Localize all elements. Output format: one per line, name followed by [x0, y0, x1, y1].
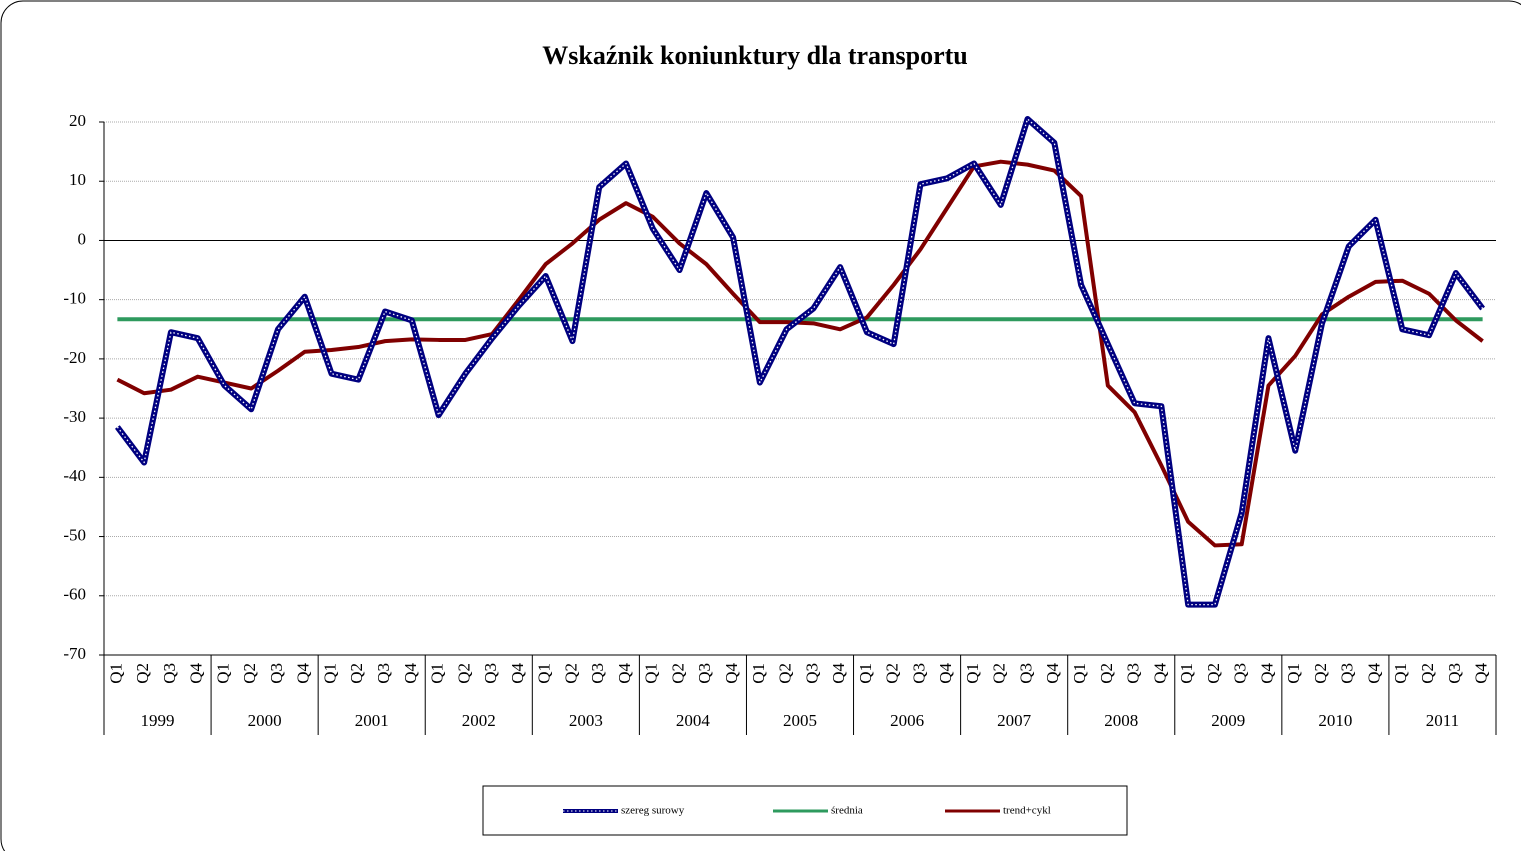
x-tick-label: Q3 [802, 663, 821, 684]
x-tick-label: Q2 [561, 663, 580, 684]
x-tick-label: Q1 [106, 663, 125, 684]
x-tick-label: Q3 [267, 663, 286, 684]
x-tick-label: Q1 [1177, 663, 1196, 684]
x-tick-label: Q3 [1445, 663, 1464, 684]
x-tick-label: Q2 [1311, 663, 1330, 684]
y-tick-label: -20 [63, 348, 86, 367]
x-tick-label: Q2 [133, 663, 152, 684]
y-tick-label: -50 [63, 525, 86, 544]
x-tick-label: Q4 [936, 663, 955, 684]
y-tick-label: -40 [63, 466, 86, 485]
legend-label: średnia [831, 805, 863, 817]
y-tick-label: -70 [63, 644, 86, 663]
year-label: 2004 [676, 711, 711, 730]
y-tick-label: -30 [63, 407, 86, 426]
year-label: 2008 [1104, 711, 1138, 730]
x-tick-label: Q4 [508, 663, 527, 684]
year-label: 2001 [355, 711, 389, 730]
x-tick-label: Q2 [1418, 663, 1437, 684]
x-tick-label: Q2 [668, 663, 687, 684]
legend-label: trend+cykl [1003, 805, 1051, 817]
year-label: 2002 [462, 711, 496, 730]
x-tick-label: Q4 [829, 663, 848, 684]
x-tick-label: Q4 [1257, 663, 1276, 684]
x-tick-label: Q1 [428, 663, 447, 684]
x-tick-label: Q2 [454, 663, 473, 684]
year-label: 2011 [1426, 711, 1459, 730]
x-tick-label: Q2 [883, 663, 902, 684]
x-tick-label: Q1 [856, 663, 875, 684]
x-tick-label: Q2 [347, 663, 366, 684]
x-tick-label: Q1 [1391, 663, 1410, 684]
x-tick-label: Q2 [990, 663, 1009, 684]
x-tick-label: Q1 [320, 663, 339, 684]
y-tick-label: 0 [78, 229, 87, 248]
x-tick-label: Q1 [963, 663, 982, 684]
x-tick-label: Q4 [722, 663, 741, 684]
y-tick-label: 10 [69, 170, 86, 189]
series-line-highlight [116, 118, 1484, 606]
x-tick-label: Q1 [1070, 663, 1089, 684]
year-label: 2010 [1318, 711, 1352, 730]
x-tick-label: Q4 [1043, 663, 1062, 684]
chart-title: Wskaźnik koniunktury dla transportu [542, 41, 968, 70]
x-tick-label: Q2 [240, 663, 259, 684]
x-tick-label: Q4 [1472, 663, 1491, 684]
x-tick-label: Q3 [1231, 663, 1250, 684]
x-tick-label: Q1 [749, 663, 768, 684]
x-tick-label: Q1 [1284, 663, 1303, 684]
year-label: 2000 [248, 711, 282, 730]
x-tick-label: Q4 [615, 663, 634, 684]
x-tick-label: Q3 [481, 663, 500, 684]
year-label: 2003 [569, 711, 603, 730]
x-tick-label: Q4 [294, 663, 313, 684]
year-label: 2009 [1211, 711, 1245, 730]
year-label: 2007 [997, 711, 1032, 730]
x-tick-label: Q4 [401, 663, 420, 684]
x-tick-label: Q3 [909, 663, 928, 684]
y-tick-label: 20 [69, 111, 86, 130]
x-tick-label: Q3 [1124, 663, 1143, 684]
x-tick-label: Q2 [1204, 663, 1223, 684]
x-tick-label: Q1 [535, 663, 554, 684]
series-line [116, 159, 1484, 548]
x-tick-label: Q2 [1097, 663, 1116, 684]
x-tick-label: Q4 [1150, 663, 1169, 684]
x-tick-label: Q3 [160, 663, 179, 684]
legend-label: szereg surowy [621, 805, 685, 817]
x-tick-label: Q3 [374, 663, 393, 684]
x-tick-label: Q2 [776, 663, 795, 684]
x-tick-label: Q1 [642, 663, 661, 684]
x-tick-label: Q1 [213, 663, 232, 684]
x-tick-label: Q3 [1338, 663, 1357, 684]
x-tick-label: Q4 [1364, 663, 1383, 684]
y-tick-label: -10 [63, 289, 86, 308]
x-tick-label: Q3 [695, 663, 714, 684]
y-tick-label: -60 [63, 585, 86, 604]
year-label: 1999 [141, 711, 175, 730]
year-label: 2006 [890, 711, 924, 730]
x-tick-label: Q4 [187, 663, 206, 684]
x-tick-label: Q3 [588, 663, 607, 684]
year-label: 2005 [783, 711, 817, 730]
x-tick-label: Q3 [1016, 663, 1035, 684]
